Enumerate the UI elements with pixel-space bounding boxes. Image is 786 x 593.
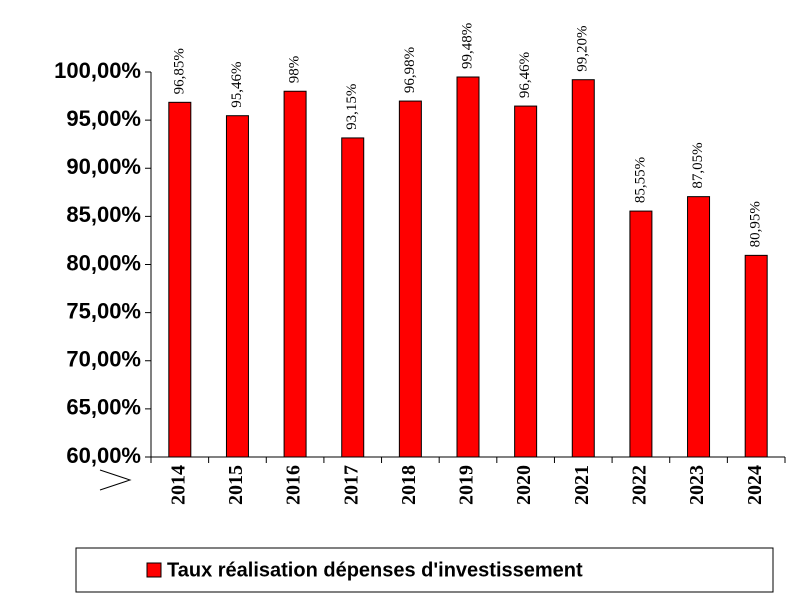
bar [341,137,365,458]
x-tick-label: 2021 [571,465,593,505]
value-label: 85,55% [632,157,648,203]
value-label: 98% [287,56,303,84]
value-label: 96,98% [402,47,418,93]
legend-box [75,547,774,593]
value-label: 96,46% [517,52,533,98]
legend-swatch [146,562,162,578]
x-tick-label: 2017 [340,465,362,505]
y-tick-label: 95,00% [66,106,141,131]
value-label: 93,15% [344,84,360,130]
decoration [99,469,132,491]
bar [744,254,768,458]
bar [571,79,595,458]
x-tick-label: 2018 [398,465,420,505]
bar [283,90,307,458]
x-tick-label: 2014 [167,465,189,505]
value-label: 87,05% [690,142,706,188]
y-tick-label: 60,00% [66,443,141,468]
value-label: 80,95% [748,201,764,247]
bar [398,100,422,458]
y-tick-label: 85,00% [66,202,141,227]
y-tick-label: 75,00% [66,298,141,323]
y-tick-label: 70,00% [66,347,141,372]
y-tick-label: 65,00% [66,395,141,420]
value-label: 99,20% [575,25,591,71]
x-tick-label: 2015 [225,465,247,505]
x-tick-label: 2020 [513,465,535,505]
bar [687,196,711,458]
x-tick-label: 2019 [456,465,478,505]
x-tick-label: 2022 [629,465,651,505]
x-tick-label: 2023 [686,465,708,505]
y-tick-label: 100,00% [54,58,141,83]
value-label: 99,48% [459,23,475,69]
y-tick-label: 80,00% [66,250,141,275]
legend-label: Taux réalisation dépenses d'investisseme… [167,559,583,581]
bar [629,210,653,458]
bar [168,101,192,458]
x-tick-label: 2024 [744,465,766,505]
value-label: 95,46% [229,61,245,107]
x-tick-label: 2016 [283,465,305,505]
y-tick-label: 90,00% [66,154,141,179]
value-label: 96,85% [171,48,187,94]
bar [514,105,538,458]
bar [225,115,249,458]
bar [456,76,480,458]
